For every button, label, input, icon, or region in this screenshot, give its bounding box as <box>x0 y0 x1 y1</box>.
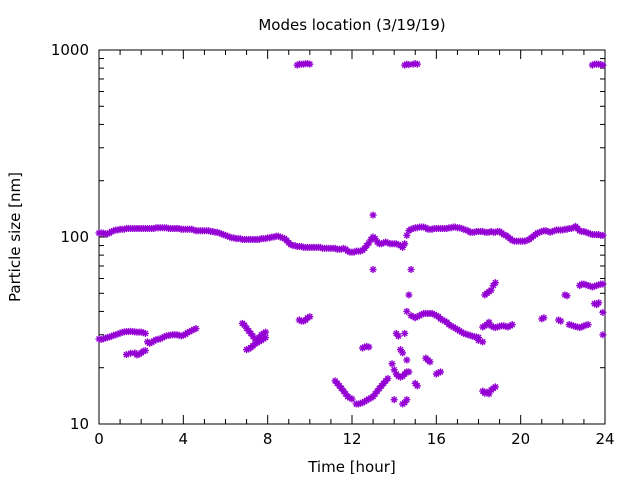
data-point <box>390 396 398 404</box>
data-point <box>595 299 603 307</box>
data-point <box>508 321 516 329</box>
data-point <box>388 360 396 368</box>
data-point <box>413 382 421 390</box>
y-tick-label: 100 <box>60 228 89 246</box>
data-point <box>192 325 200 333</box>
data-point <box>141 347 149 355</box>
data-point <box>369 211 377 219</box>
x-tick-label: 24 <box>595 430 614 448</box>
axis-ticks <box>98 49 606 425</box>
data-point <box>540 314 548 322</box>
data-point <box>403 396 411 404</box>
data-point <box>599 231 607 239</box>
x-tick-label: 0 <box>94 430 104 448</box>
x-axis-label: Time [hour] <box>307 458 396 476</box>
data-point <box>399 349 407 357</box>
data-point <box>599 331 607 339</box>
data-markers <box>95 60 607 408</box>
data-point <box>365 343 373 351</box>
x-tick-label: 8 <box>263 430 273 448</box>
data-point <box>563 292 571 300</box>
x-tick-label: 20 <box>511 430 530 448</box>
x-tick-label: 4 <box>179 430 189 448</box>
data-point <box>401 240 409 248</box>
data-point <box>599 61 607 69</box>
data-point <box>491 279 499 287</box>
data-point <box>426 358 434 366</box>
data-point <box>384 375 392 383</box>
data-point <box>491 383 499 391</box>
x-tick-label: 12 <box>342 430 361 448</box>
data-point <box>403 307 411 315</box>
data-point <box>437 368 445 376</box>
data-point <box>479 338 487 346</box>
y-axis-label: Particle size [nm] <box>6 172 24 302</box>
data-point <box>306 60 314 68</box>
data-point <box>401 329 409 337</box>
data-point <box>369 266 377 274</box>
data-point <box>348 395 356 403</box>
x-tick-label: 16 <box>427 430 446 448</box>
data-point <box>306 313 314 321</box>
data-point <box>405 368 413 376</box>
y-tick-label: 1000 <box>51 41 89 59</box>
data-point <box>403 356 411 364</box>
data-point <box>557 317 565 325</box>
data-point <box>405 291 413 299</box>
chart-title: Modes location (3/19/19) <box>258 16 445 34</box>
data-point <box>599 280 607 288</box>
data-point <box>413 60 421 68</box>
data-point <box>599 308 607 316</box>
y-tick-label: 10 <box>70 415 89 433</box>
data-point <box>262 334 270 342</box>
axis-tick-labels: 0 4 8 12 16 20 24 10 100 1000 <box>51 41 615 448</box>
data-point <box>394 332 402 340</box>
data-point <box>407 266 415 274</box>
data-point <box>584 321 592 329</box>
data-point <box>141 329 149 337</box>
